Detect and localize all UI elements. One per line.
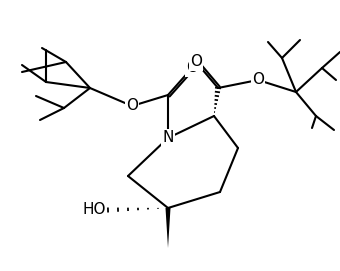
Text: O: O	[126, 98, 138, 114]
Text: N: N	[162, 131, 174, 146]
Text: O: O	[186, 60, 198, 76]
Text: O: O	[252, 73, 264, 88]
Text: HO: HO	[83, 202, 106, 218]
Polygon shape	[166, 208, 170, 248]
Text: O: O	[190, 54, 202, 69]
